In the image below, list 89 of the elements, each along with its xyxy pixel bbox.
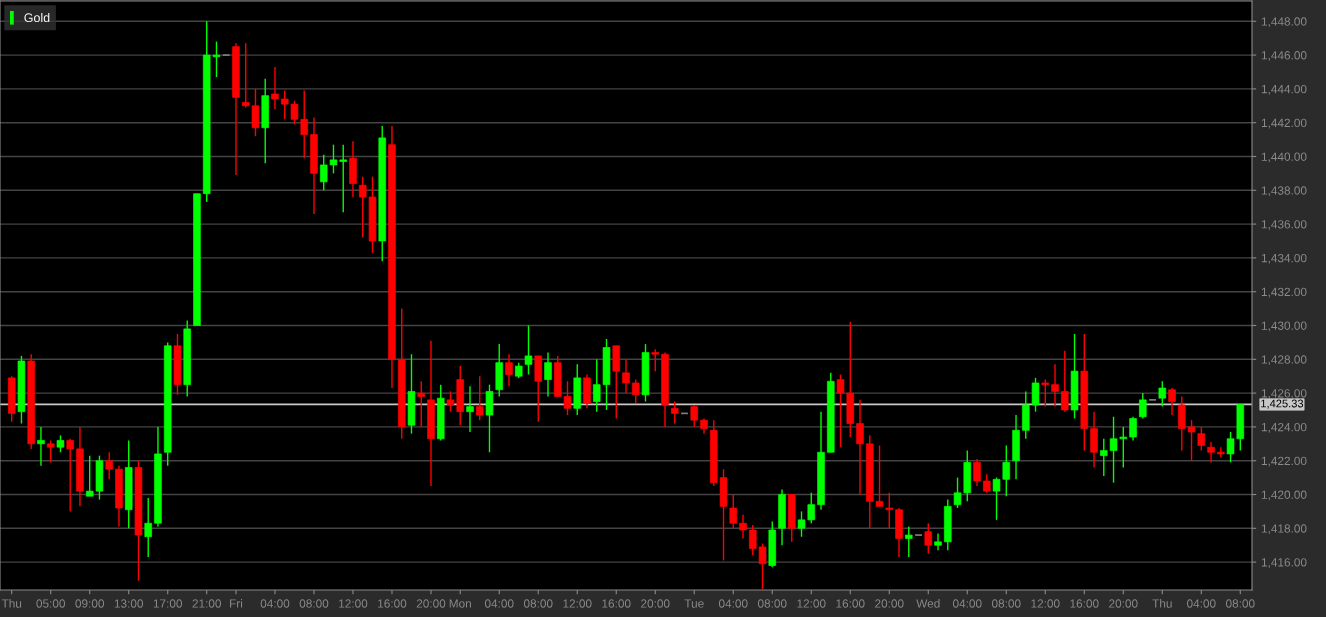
- x-tick-label: 20:00: [641, 599, 670, 608]
- x-tick-label: 12:00: [563, 599, 592, 608]
- x-tick-label: 08:00: [299, 599, 329, 608]
- x-tick-label: Wed: [916, 599, 940, 608]
- candlestick: [1051, 363, 1059, 408]
- candlestick: [924, 522, 933, 555]
- candlestick: [983, 473, 991, 494]
- candlestick: [417, 380, 425, 428]
- x-tick-label: 12:00: [797, 599, 826, 608]
- y-tick-label: 1,442.00: [1261, 118, 1307, 129]
- candlestick: [475, 375, 484, 421]
- x-tick-label: 20:00: [416, 599, 446, 608]
- candlestick: [934, 532, 942, 551]
- x-tick-label: 05:00: [36, 599, 66, 608]
- y-tick-label: 1,426.00: [1261, 389, 1307, 399]
- y-tick-label: 1,434.00: [1261, 253, 1307, 264]
- candlestick: [1207, 441, 1215, 464]
- x-tick-label: Tue: [684, 599, 704, 608]
- candlestick: [670, 400, 679, 425]
- x-tick-label: 12:00: [1031, 599, 1060, 608]
- candlestick: [1139, 392, 1147, 420]
- y-tick-label: 1,418.00: [1261, 524, 1307, 535]
- candlestick: [690, 404, 699, 428]
- y-tick-label: 1,436.00: [1261, 220, 1307, 230]
- candlestick: [729, 493, 738, 530]
- candlestick: [651, 348, 660, 372]
- candlestick: [856, 399, 864, 496]
- x-tick-label: 04:00: [952, 599, 982, 608]
- candlestick: [631, 378, 640, 404]
- x-tick-label: 08:00: [991, 599, 1021, 608]
- x-tick-label: 13:00: [114, 599, 144, 608]
- candlestick: [105, 451, 113, 480]
- candlestick: [466, 385, 474, 433]
- x-tick-label: 08:00: [1225, 599, 1255, 608]
- candlestick: [1090, 410, 1098, 469]
- candlestick: [66, 438, 74, 513]
- candlestick: [144, 497, 152, 558]
- candlestick: [271, 66, 279, 110]
- x-tick-label: 16:00: [602, 599, 631, 608]
- x-tick-label: Thu: [1, 599, 22, 608]
- x-tick-label: Thu: [1152, 599, 1172, 608]
- candlestick: [1197, 426, 1206, 452]
- y-tick-label: 1,416.00: [1261, 558, 1307, 568]
- y-tick-label: 1,428.00: [1261, 355, 1307, 366]
- x-tick-label: 17:00: [153, 599, 183, 608]
- y-tick-label: 1,438.00: [1261, 186, 1307, 197]
- x-tick-label: Fri: [230, 599, 243, 608]
- x-tick-label: 21:00: [192, 599, 222, 608]
- candlestick: [505, 353, 513, 388]
- candlestick: [524, 324, 533, 376]
- candlestick: [1041, 378, 1050, 408]
- y-tick-label: 1,424.00: [1261, 422, 1307, 433]
- candlestick: [1168, 387, 1176, 416]
- x-tick-label: 16:00: [378, 599, 407, 608]
- x-tick-label: 16:00: [836, 599, 865, 608]
- y-tick-label: 1,420.00: [1261, 490, 1307, 501]
- candlestick: [885, 492, 894, 530]
- y-tick-label: 1,448.00: [1261, 17, 1307, 28]
- candlestick: [1061, 350, 1069, 413]
- candlestick: [1158, 380, 1167, 408]
- x-tick-label: 20:00: [1109, 599, 1138, 608]
- candlestick: [739, 514, 747, 540]
- x-tick-label: 04:00: [484, 599, 514, 608]
- legend-label: Gold: [24, 12, 50, 23]
- x-tick-label: 20:00: [875, 599, 904, 608]
- candlestick: [46, 439, 55, 464]
- x-tick-label: 12:00: [339, 599, 368, 608]
- y-tick-label: 1,432.00: [1261, 287, 1307, 298]
- x-tick-label: 04:00: [260, 599, 290, 608]
- y-tick-label: 1,422.00: [1261, 456, 1307, 467]
- y-tick-label: 1,430.00: [1261, 321, 1307, 332]
- candlestick: [1129, 416, 1137, 442]
- x-tick-label: 16:00: [1070, 599, 1099, 608]
- y-tick-label: 1,444.00: [1261, 84, 1307, 95]
- x-tick-label: 04:00: [1186, 599, 1216, 608]
- candlestick: [544, 351, 552, 398]
- x-tick-label: 08:00: [757, 599, 787, 608]
- y-tick-label: 1,440.00: [1261, 152, 1307, 163]
- ref-line-label: 1,425.33: [1261, 399, 1304, 409]
- x-tick-label: 09:00: [75, 599, 105, 608]
- candlestick: [973, 458, 981, 487]
- candlestick: [37, 426, 45, 467]
- x-tick-label: 04:00: [718, 599, 748, 608]
- candlestick: [485, 383, 494, 453]
- candlestick: [622, 358, 630, 394]
- x-tick-label: Mon: [449, 599, 471, 608]
- candlestick: [905, 525, 913, 558]
- y-tick-label: 1,446.00: [1261, 51, 1307, 61]
- x-tick-label: 08:00: [523, 599, 553, 608]
